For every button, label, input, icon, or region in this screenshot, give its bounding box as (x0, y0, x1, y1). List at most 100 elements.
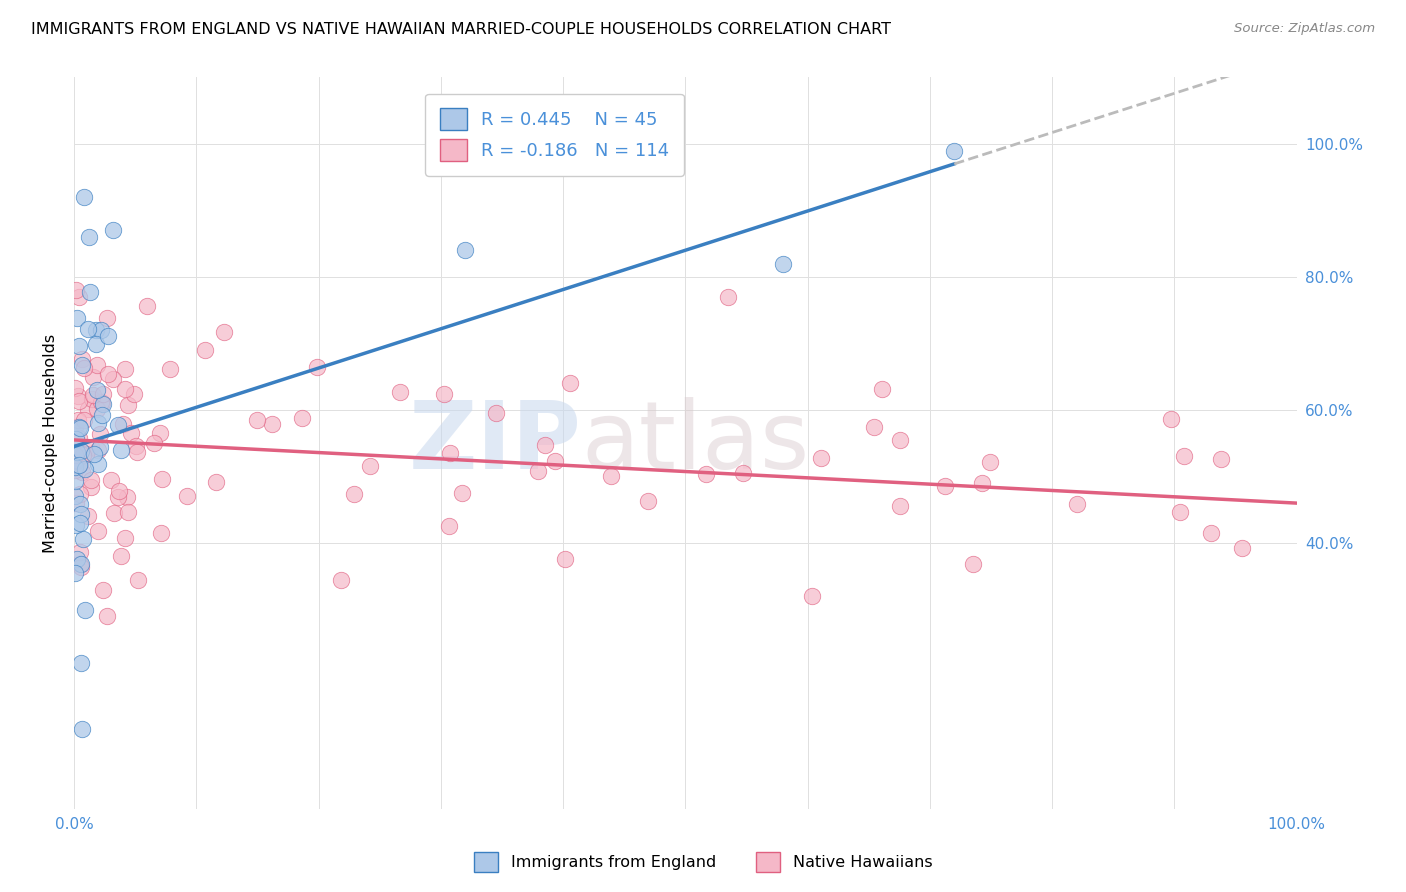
Point (82, 388, 104, 402)
Point (772, 257, 794, 271)
Point (67, 290, 90, 304)
Point (65, 462, 87, 476)
Point (103, 506, 125, 520)
Point (70, 358, 93, 372)
Point (86, 416, 108, 430)
Point (89, 440, 111, 454)
Point (96, 609, 118, 624)
Point (810, 450, 832, 465)
Point (695, 467, 717, 481)
Point (1199, 526, 1222, 541)
Text: Source: ZipAtlas.com: Source: ZipAtlas.com (1234, 22, 1375, 36)
Point (330, 573, 353, 587)
Point (962, 558, 984, 572)
Point (73, 461, 96, 475)
Point (100, 473, 122, 487)
Point (120, 426, 142, 441)
Point (485, 406, 508, 420)
Point (943, 144, 966, 158)
Point (716, 290, 738, 304)
Point (96, 367, 118, 381)
Point (870, 382, 893, 396)
Point (70, 443, 93, 458)
Point (82, 370, 104, 384)
Point (90, 323, 112, 337)
Point (111, 417, 134, 432)
Point (1168, 505, 1191, 519)
Point (433, 387, 456, 401)
Point (80, 392, 103, 406)
Point (439, 518, 461, 533)
Point (801, 589, 824, 603)
Point (69, 508, 91, 522)
Point (79, 285, 101, 299)
Point (114, 361, 136, 376)
Point (65, 566, 87, 580)
Point (65, 489, 87, 503)
Point (65, 420, 87, 434)
Point (97, 328, 120, 343)
Point (69, 560, 91, 574)
Point (212, 325, 235, 339)
Point (637, 493, 659, 508)
Point (73, 361, 96, 376)
Point (65, 283, 87, 297)
Point (1066, 497, 1088, 511)
Point (72, 532, 94, 546)
Legend: Immigrants from England, Native Hawaiians: Immigrants from England, Native Hawaiian… (465, 844, 941, 880)
Point (73, 190, 96, 204)
Point (65, 448, 87, 462)
Point (65, 454, 87, 468)
Point (66, 311, 89, 326)
Point (86, 457, 108, 471)
Point (87, 524, 110, 538)
Point (70, 723, 93, 737)
Point (205, 475, 228, 490)
Y-axis label: Married-couple Households: Married-couple Households (44, 334, 58, 553)
Point (93, 397, 115, 411)
Text: atlas: atlas (582, 397, 810, 489)
Point (107, 490, 129, 504)
Point (194, 343, 217, 357)
Point (1230, 541, 1253, 556)
Point (454, 244, 477, 258)
Point (80, 440, 103, 454)
Point (70, 465, 93, 479)
Point (65, 450, 87, 465)
Point (75, 602, 97, 616)
Point (979, 455, 1001, 469)
Point (65, 474, 87, 488)
Point (863, 420, 886, 434)
Point (534, 438, 557, 452)
Point (67, 431, 90, 445)
Legend: R = 0.445    N = 45, R = -0.186   N = 114: R = 0.445 N = 45, R = -0.186 N = 114 (426, 94, 683, 176)
Point (84, 337, 107, 351)
Point (527, 464, 550, 478)
Point (69, 421, 91, 435)
Point (67, 393, 90, 408)
Point (246, 413, 269, 427)
Point (343, 486, 366, 500)
Point (136, 300, 159, 314)
Point (87, 442, 110, 457)
Point (733, 467, 755, 481)
Text: ZIP: ZIP (409, 397, 582, 489)
Point (86, 383, 108, 397)
Point (67, 420, 90, 434)
Point (72, 448, 94, 462)
Point (554, 551, 576, 566)
Point (80, 480, 103, 494)
Point (388, 384, 411, 399)
Point (73, 413, 96, 427)
Point (69, 497, 91, 511)
Point (65, 453, 87, 467)
Point (80, 473, 103, 487)
Point (1173, 449, 1195, 463)
Point (150, 472, 173, 486)
Point (114, 532, 136, 546)
Point (176, 489, 198, 503)
Point (65, 495, 87, 509)
Point (70, 656, 93, 670)
Point (69, 457, 91, 471)
Point (115, 490, 138, 504)
